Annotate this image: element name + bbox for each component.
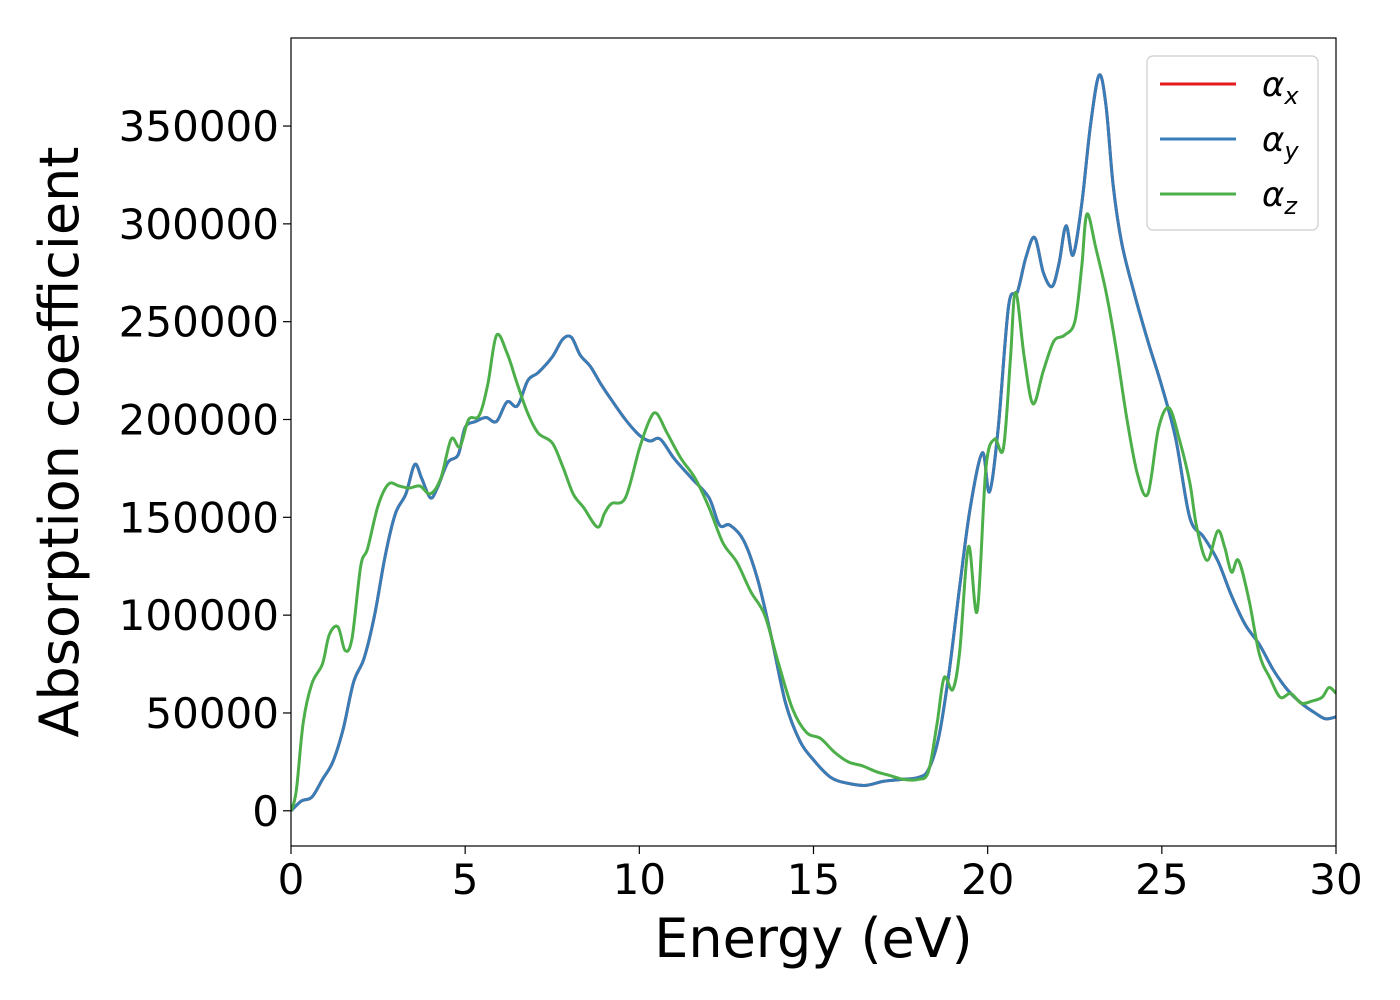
y-tick-label: 250000	[119, 298, 279, 347]
series-layer	[291, 73, 1336, 812]
legend-label-x: αx	[1262, 65, 1299, 110]
y-tick-label: 350000	[119, 102, 279, 151]
y-axis-title: Absorption coefficient	[28, 147, 91, 738]
y-tick-label: 50000	[145, 689, 279, 738]
series-line-z	[291, 212, 1336, 812]
y-axis: 0 50000 100000 150000 200000 250000 300000 3500…	[119, 102, 291, 836]
legend: αx αy αz	[1146, 55, 1319, 231]
x-axis: 0 5 10 15 20 25 30	[278, 846, 1363, 904]
x-tick-label: 0	[278, 855, 305, 904]
x-tick-label: 5	[452, 855, 479, 904]
x-tick-label: 10	[613, 855, 666, 904]
y-tick-label: 0	[252, 787, 279, 836]
y-tick-label: 300000	[119, 200, 279, 249]
y-tick-label: 100000	[119, 591, 279, 640]
x-axis-title: Energy (eV)	[654, 907, 973, 970]
legend-label-z: αz	[1262, 175, 1298, 220]
legend-label-y: αy	[1262, 120, 1299, 165]
legend-frame	[1146, 55, 1319, 231]
y-tick-label: 200000	[119, 396, 279, 445]
x-tick-label: 30	[1309, 855, 1362, 904]
x-tick-label: 25	[1135, 855, 1188, 904]
x-tick-label: 15	[787, 855, 840, 904]
x-tick-label: 20	[961, 855, 1014, 904]
y-tick-label: 150000	[119, 493, 279, 542]
